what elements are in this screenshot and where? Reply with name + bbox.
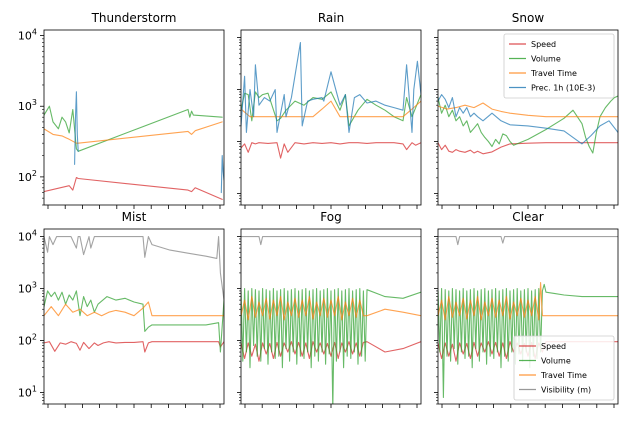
series-speed: [44, 341, 224, 353]
y-tick-label-base: 10: [18, 30, 32, 43]
y-tick-label-base: 10: [18, 386, 32, 399]
y-tick-label-exponent: 3: [32, 98, 37, 107]
panel-fog: Fog: [237, 210, 422, 408]
panel-title: Thunderstorm: [91, 11, 177, 25]
y-tick-label-exponent: 2: [32, 333, 37, 342]
y-tick-label: 102: [18, 333, 37, 348]
series-speed: [241, 142, 421, 159]
series-travel-time: [241, 296, 421, 321]
series-group: [241, 236, 421, 404]
panel-title: Mist: [122, 210, 147, 224]
legend-label-visibility-m: Visibility (m): [541, 386, 591, 395]
y-tick-label: 101: [18, 384, 37, 399]
y-tick-label-base: 10: [18, 100, 32, 113]
y-tick-label-exponent: 1: [32, 384, 37, 393]
legend-box: [513, 335, 615, 401]
series-prec-1h-10e-3: [241, 42, 421, 133]
panel-title: Rain: [318, 11, 344, 25]
series-volume: [438, 95, 618, 154]
y-tick-label-base: 10: [18, 335, 32, 348]
series-volume: [241, 91, 421, 127]
y-tick-label: 103: [18, 281, 37, 296]
legend-label-speed: Speed: [541, 342, 566, 351]
series-volume: [241, 288, 421, 404]
panel-snow: Snow: [434, 11, 619, 209]
y-tick-label-exponent: 3: [32, 281, 37, 290]
series-visibility-m: [241, 236, 421, 246]
y-tick-label-base: 10: [18, 283, 32, 296]
y-tick-label: 102: [18, 169, 37, 184]
series-travel-time: [438, 282, 618, 321]
series-group: [438, 94, 618, 155]
legend-label-speed: Speed: [531, 40, 556, 49]
y-tick-label-exponent: 4: [32, 229, 37, 238]
series-prec-1h-10e-3: [220, 155, 224, 194]
y-tick-label: 103: [18, 98, 37, 113]
y-tick-label: 104: [18, 229, 37, 244]
series-volume: [44, 290, 224, 353]
series-speed: [44, 176, 223, 200]
series-group: [44, 236, 224, 353]
y-tick-label-base: 10: [18, 171, 32, 184]
legend-box: [503, 33, 615, 99]
legend-label-travel-time: Travel Time: [540, 371, 587, 380]
series-prec-1h-10e-3: [438, 94, 618, 145]
y-tick-label-exponent: 2: [32, 169, 37, 178]
panel-rain: Rain: [237, 11, 422, 209]
y-tick-label: 104: [18, 28, 37, 43]
panel-title: Clear: [512, 210, 543, 224]
legend-label-prec-1h-10e-3: Prec. 1h (10E-3): [531, 84, 595, 93]
panel-title: Fog: [320, 210, 341, 224]
axes-frame: [240, 29, 422, 206]
series-travel-time: [44, 121, 223, 144]
legend: Speed Volume Travel Time Prec. 1h (10E-3): [503, 33, 615, 99]
series-speed: [438, 142, 618, 155]
y-tick-label-base: 10: [18, 231, 32, 244]
axes-frame: [43, 29, 225, 206]
series-volume: [44, 105, 223, 152]
legend: Speed Volume Travel Time Visibility (m): [513, 335, 615, 401]
series-travel-time: [44, 301, 224, 317]
legend-label-travel-time: Travel Time: [530, 69, 577, 78]
y-tick-label-exponent: 4: [32, 28, 37, 37]
legend-label-volume: Volume: [531, 55, 561, 64]
series-prec-1h-10e-3: [74, 91, 79, 165]
series-visibility-m: [44, 236, 224, 301]
series-travel-time: [438, 102, 618, 118]
series-group: [241, 42, 421, 159]
legend-label-volume: Volume: [541, 357, 571, 366]
series-visibility-m: [438, 236, 618, 246]
panel-title: Snow: [512, 11, 545, 25]
series-group: [44, 91, 224, 200]
series-travel-time: [241, 100, 421, 118]
